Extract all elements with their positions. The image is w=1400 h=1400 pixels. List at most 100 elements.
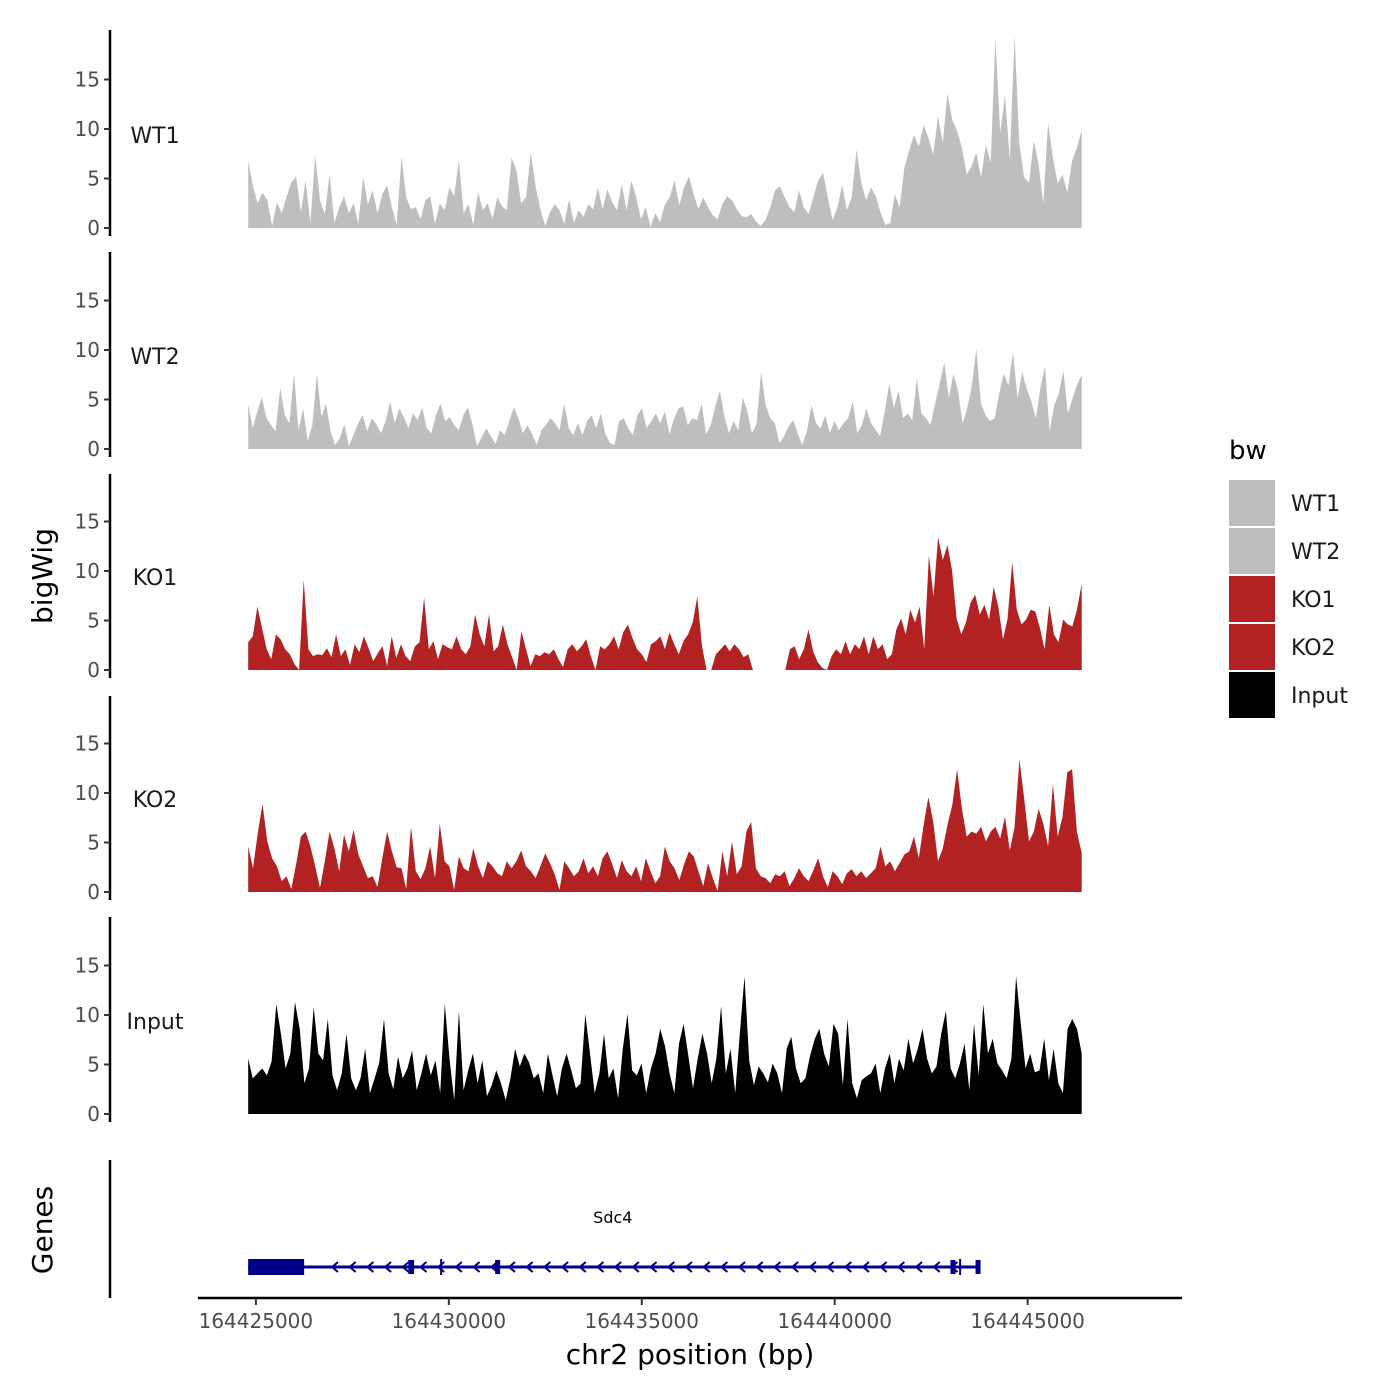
y-axis-title: bigWig <box>26 528 59 624</box>
strand-arrow <box>560 1261 569 1273</box>
strand-arrow <box>666 1261 675 1273</box>
y-tick-label: 0 <box>87 658 100 682</box>
x-tick-label: 164440000 <box>777 1309 892 1333</box>
x-tick-label: 164430000 <box>392 1309 507 1333</box>
legend-swatch <box>1229 672 1275 718</box>
strand-arrow <box>330 1261 339 1273</box>
y-tick-label: 10 <box>75 559 100 583</box>
legend-item-input: Input <box>1229 672 1348 718</box>
strand-arrow <box>755 1261 764 1273</box>
track-input: 0 5 10 15 Input <box>75 917 1082 1126</box>
strand-arrow <box>896 1261 906 1273</box>
track-ko2: 0 5 10 15 KO2 <box>75 696 1082 904</box>
track-wt2: 0 5 10 15 WT2 <box>75 252 1082 461</box>
strand-arrow <box>826 1261 835 1273</box>
strand-arrow <box>649 1261 658 1273</box>
strand-arrow <box>365 1261 375 1273</box>
area-wt2 <box>248 349 1082 449</box>
strand-arrow <box>436 1261 445 1273</box>
strand-arrow <box>542 1261 552 1273</box>
x-tick-label: 164445000 <box>970 1309 1085 1333</box>
y-tick-label: 15 <box>75 732 100 756</box>
area-wt1 <box>248 35 1082 229</box>
legend-item-ko1: KO1 <box>1229 576 1336 622</box>
strand-arrow <box>843 1261 852 1273</box>
strand-arrow <box>578 1261 587 1273</box>
legend-item-ko2: KO2 <box>1229 624 1336 670</box>
track-label-ko1: KO1 <box>133 566 178 591</box>
strand-arrow <box>383 1261 392 1273</box>
x-tick-label: 164435000 <box>584 1309 699 1333</box>
legend-label: Input <box>1291 684 1348 709</box>
legend-title: bw <box>1229 436 1267 466</box>
track-label-wt1: WT1 <box>130 124 179 149</box>
y-tick-label: 5 <box>87 388 100 412</box>
strand-arrow <box>861 1261 870 1273</box>
strand-arrow <box>631 1261 640 1273</box>
y-tick-label: 5 <box>87 831 100 855</box>
strand-arrow <box>613 1261 622 1273</box>
track-wt1: 0 5 10 15 WT1 <box>75 30 1082 240</box>
legend-label: KO2 <box>1291 636 1336 661</box>
exon <box>495 1260 501 1274</box>
x-axis-title: chr2 position (bp) <box>566 1338 815 1371</box>
area-ko2 <box>248 759 1082 892</box>
legend-swatch <box>1229 624 1275 670</box>
strand-arrow <box>454 1261 463 1273</box>
legend-swatch <box>1229 576 1275 622</box>
exon <box>248 1259 305 1275</box>
strand-arrow <box>418 1261 428 1273</box>
y-tick-label: 15 <box>75 68 100 92</box>
y-tick-label: 0 <box>87 437 100 461</box>
strand-arrow <box>772 1261 782 1273</box>
genes-axis-title: Genes <box>26 1186 59 1274</box>
y-tick-label: 10 <box>75 781 100 805</box>
legend-item-wt2: WT2 <box>1229 528 1340 574</box>
genes-panel: Sdc4 <box>108 1160 981 1298</box>
x-tick-label: 164425000 <box>199 1309 314 1333</box>
strand-arrow <box>684 1261 693 1273</box>
legend-swatch <box>1229 480 1275 526</box>
y-tick-label: 0 <box>87 216 100 240</box>
legend-swatch <box>1229 528 1275 574</box>
y-tick-label: 15 <box>75 510 100 534</box>
y-tick-label: 0 <box>87 1102 100 1126</box>
y-tick-label: 5 <box>87 609 100 633</box>
strand-arrow <box>790 1261 799 1273</box>
strand-arrow <box>507 1261 516 1273</box>
gene-label: Sdc4 <box>593 1208 632 1227</box>
y-tick-label: 0 <box>87 880 100 904</box>
x-axis: 164425000 164430000 164435000 164440000 1644… <box>198 1296 1182 1333</box>
strand-arrow <box>525 1261 534 1273</box>
y-tick-label: 5 <box>87 1053 100 1077</box>
strand-arrow <box>702 1261 711 1273</box>
track-label-ko2: KO2 <box>133 788 178 813</box>
track-label-wt2: WT2 <box>130 345 179 370</box>
legend-label: WT2 <box>1291 540 1340 565</box>
y-tick-label: 15 <box>75 954 100 978</box>
legend: bw WT1 WT2 KO1 KO2 Input <box>1229 436 1348 718</box>
strand-arrow <box>879 1261 888 1273</box>
strand-arrow <box>719 1261 729 1273</box>
exon <box>408 1260 415 1274</box>
y-tick-label: 5 <box>87 167 100 191</box>
tracks-layer: 0 5 10 15 WT1 0 5 10 15 WT2 0 5 10 15 KO1 0 5 10 15 KO2 0 5 10… <box>75 30 1082 1126</box>
exon <box>975 1260 981 1274</box>
strand-arrow <box>595 1261 605 1273</box>
area-ko1 <box>248 537 1082 670</box>
strand-arrow <box>914 1261 923 1273</box>
strand-arrow <box>348 1261 357 1273</box>
track-label-input: Input <box>127 1010 184 1035</box>
strand-arrow <box>808 1261 817 1273</box>
y-tick-label: 15 <box>75 289 100 313</box>
strand-arrow <box>472 1261 481 1273</box>
legend-item-wt1: WT1 <box>1229 480 1340 526</box>
gene-sdc4: Sdc4 <box>248 1208 981 1275</box>
legend-label: WT1 <box>1291 492 1340 517</box>
area-input <box>248 976 1082 1114</box>
strand-arrow <box>401 1261 410 1273</box>
strand-arrow <box>737 1261 746 1273</box>
y-tick-label: 10 <box>75 338 100 362</box>
strand-arrow <box>932 1261 941 1273</box>
